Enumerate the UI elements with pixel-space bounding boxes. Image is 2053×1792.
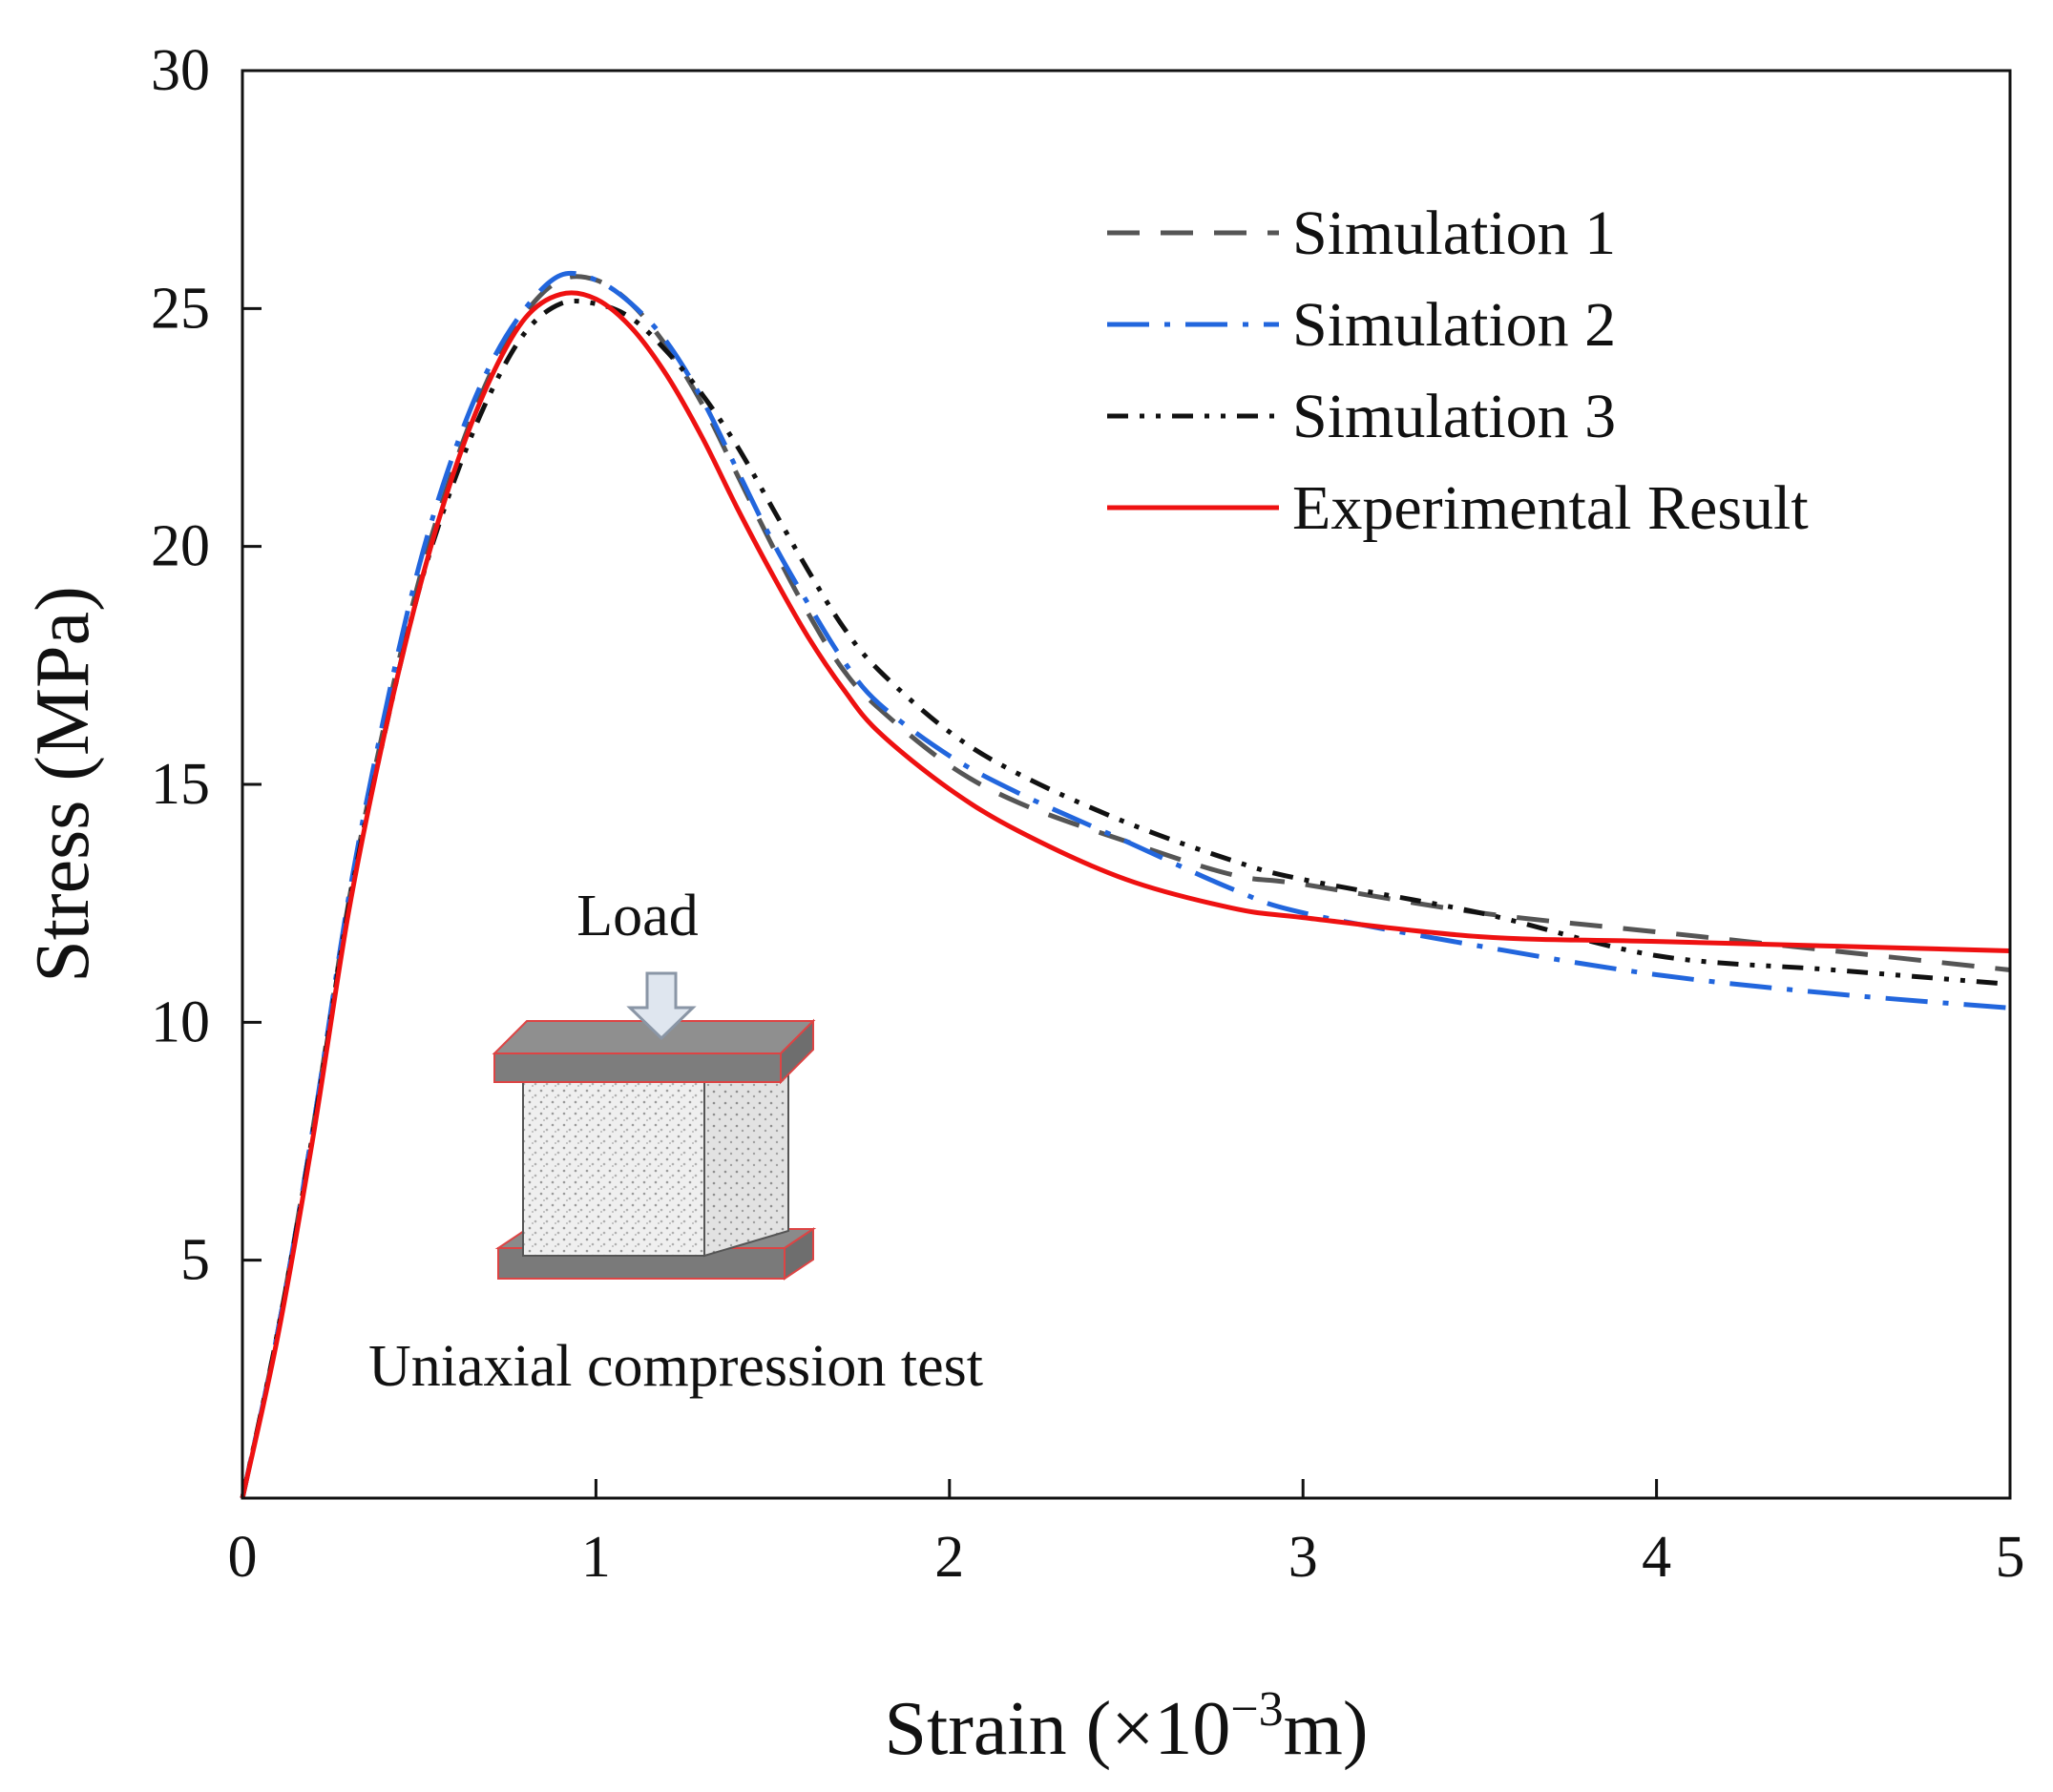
x-tick-label: 5 [1996,1525,2025,1590]
y-tick-label: 10 [151,990,210,1054]
x-tick-label: 3 [1288,1525,1318,1590]
x-tick-label: 4 [1642,1525,1671,1590]
x-axis-title-tail: m) [1284,1687,1369,1771]
x-tick-label: 1 [581,1525,611,1590]
legend-label-experimental-result: Experimental Result [1292,473,1809,543]
series-line-simulation-1 [240,274,2011,1499]
top-platen-front [493,1052,782,1083]
legend-label-simulation-1: Simulation 1 [1292,198,1616,268]
x-tick-label: 2 [934,1525,964,1590]
load-arrow-icon [626,971,697,1041]
compression-specimen-illustration: Load Uniaxial compression test [368,884,983,1399]
y-tick-label: 15 [151,752,210,817]
y-tick-label: 25 [151,276,210,341]
y-axis-title: Stress (MPa) [21,586,105,983]
x-axis-title-superscript: −3 [1230,1682,1283,1737]
legend: Simulation 1 Simulation 2 Simulation 3 Expe… [1107,198,1809,543]
series-line-experimental-result [240,290,2011,1499]
top-platen-side [780,1018,814,1085]
legend-label-simulation-3: Simulation 3 [1292,382,1616,451]
specimen-front-face [522,1075,705,1257]
y-tick-label: 20 [151,514,210,579]
x-axis: 0 1 2 3 4 5 [228,1479,2025,1590]
x-tick-label: 0 [228,1525,258,1590]
y-tick-label: 30 [151,38,210,103]
bottom-platen-side [784,1227,814,1281]
test-caption: Uniaxial compression test [368,1334,983,1399]
x-axis-title-main: Strain (×10 [884,1687,1230,1771]
y-tick-label: 5 [180,1228,210,1293]
series-line-simulation-3 [240,299,2011,1499]
y-axis: 5 10 15 20 25 30 [151,38,262,1293]
legend-label-simulation-2: Simulation 2 [1292,290,1616,360]
plot-frame [241,69,2012,1500]
series-line-simulation-2 [240,270,2011,1499]
x-axis-title: Strain (×10−3m) [884,1682,1368,1771]
load-label: Load [576,884,698,948]
series-layer [240,270,2011,1499]
